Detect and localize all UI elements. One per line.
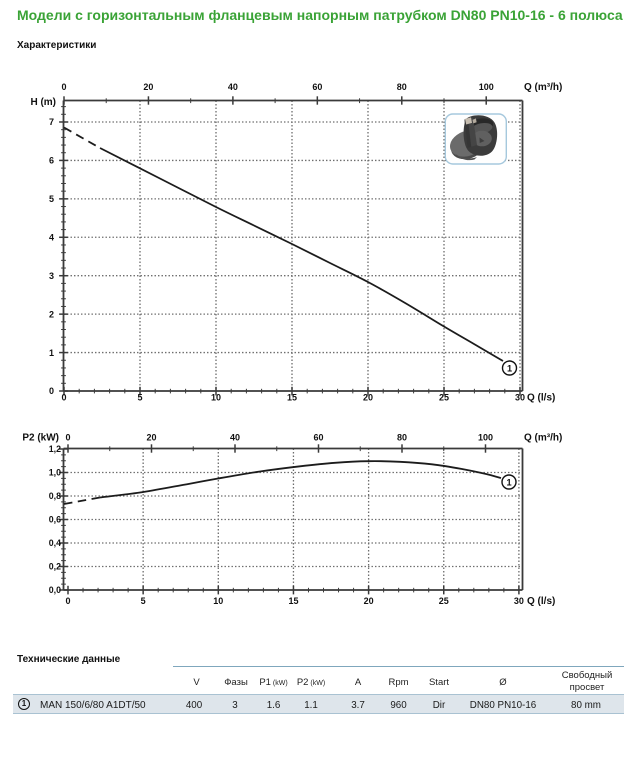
svg-text:Q (m³/h): Q (m³/h) <box>524 433 562 444</box>
svg-text:60: 60 <box>312 82 322 92</box>
svg-text:1: 1 <box>49 348 54 358</box>
svg-text:60: 60 <box>313 433 323 443</box>
svg-text:3: 3 <box>49 271 54 281</box>
svg-text:15: 15 <box>287 393 297 403</box>
svg-text:10: 10 <box>213 596 223 606</box>
svg-text:6: 6 <box>49 156 54 166</box>
svg-text:0: 0 <box>49 386 54 396</box>
svg-text:20: 20 <box>146 433 156 443</box>
svg-text:Q (m³/h): Q (m³/h) <box>524 82 562 93</box>
svg-text:10: 10 <box>211 393 221 403</box>
svg-text:H (m): H (m) <box>30 97 56 108</box>
svg-text:0,8: 0,8 <box>49 491 61 501</box>
svg-text:20: 20 <box>143 82 153 92</box>
svg-text:80: 80 <box>397 433 407 443</box>
svg-text:20: 20 <box>364 596 374 606</box>
svg-text:20: 20 <box>363 393 373 403</box>
svg-text:100: 100 <box>479 82 494 92</box>
svg-text:0,4: 0,4 <box>49 538 61 548</box>
svg-text:1: 1 <box>507 363 512 373</box>
svg-text:0,2: 0,2 <box>49 562 61 572</box>
svg-text:15: 15 <box>288 596 298 606</box>
svg-text:40: 40 <box>230 433 240 443</box>
svg-text:100: 100 <box>478 433 493 443</box>
svg-text:1,2: 1,2 <box>49 444 61 454</box>
svg-text:0: 0 <box>65 433 70 443</box>
svg-text:5: 5 <box>141 596 146 606</box>
svg-text:30: 30 <box>514 596 524 606</box>
svg-text:0: 0 <box>61 82 66 92</box>
svg-text:80: 80 <box>397 82 407 92</box>
svg-text:0: 0 <box>65 596 70 606</box>
svg-text:P2 (kW): P2 (kW) <box>22 433 59 444</box>
svg-text:1,0: 1,0 <box>49 468 61 478</box>
svg-text:0,0: 0,0 <box>49 585 61 595</box>
svg-text:40: 40 <box>228 82 238 92</box>
svg-text:2: 2 <box>49 309 54 319</box>
svg-text:Q (l/s): Q (l/s) <box>527 393 555 404</box>
svg-text:Q (l/s): Q (l/s) <box>527 596 555 607</box>
svg-text:4: 4 <box>49 232 54 242</box>
svg-text:25: 25 <box>439 596 449 606</box>
svg-text:5: 5 <box>137 393 142 403</box>
svg-text:30: 30 <box>515 393 525 403</box>
svg-text:25: 25 <box>439 393 449 403</box>
svg-text:0,6: 0,6 <box>49 515 61 525</box>
svg-text:5: 5 <box>49 194 54 204</box>
svg-text:1: 1 <box>506 477 511 487</box>
svg-text:7: 7 <box>49 117 54 127</box>
svg-text:0: 0 <box>61 393 66 403</box>
